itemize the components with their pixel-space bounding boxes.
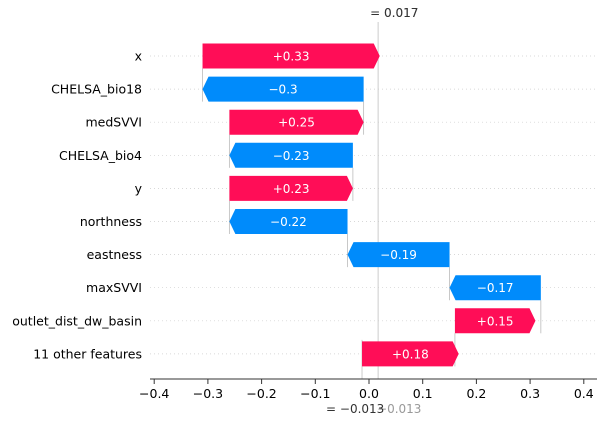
bar-y xyxy=(229,175,353,201)
x-tick-label: −0.2 xyxy=(246,386,276,401)
final-value-ghost-label: 0.017 xyxy=(384,6,418,20)
base-value-label: = −0.013 xyxy=(326,402,384,416)
feature-label: 11 other features xyxy=(33,346,142,361)
bar-x xyxy=(202,43,380,69)
feature-label: maxSVVI xyxy=(86,280,142,295)
x-tick-label: 0.4 xyxy=(574,386,594,401)
feature-label: x xyxy=(135,49,142,64)
bar-chelsa-bio4 xyxy=(229,142,353,168)
bar-medsvvi xyxy=(229,109,364,135)
bar-northness xyxy=(229,209,348,234)
feature-label: medSVVI xyxy=(85,115,142,130)
x-tick-label: 0.3 xyxy=(520,386,540,401)
bar-value-label: +0.33 xyxy=(273,50,310,64)
bar-value-label: −0.19 xyxy=(380,248,417,262)
bar-value-label: −0.23 xyxy=(273,149,310,163)
x-axis: −0.4 −0.3 −0.2 −0.1 0.0 0.1 0.2 0.3 0.4 xyxy=(139,378,597,401)
bar-value-label: −0.3 xyxy=(269,83,298,97)
bar-maxsvvi xyxy=(449,275,541,301)
bar-value-label: −0.22 xyxy=(270,215,307,229)
bar-outlet-dist-dw-basin xyxy=(454,308,536,334)
bar-chelsa-bio18 xyxy=(202,76,364,102)
feature-label: eastness xyxy=(87,247,142,262)
contribution-bars: +0.33 −0.3 +0.25 −0.23 +0.23 −0.22 −0.19 −0.17 +… xyxy=(202,43,541,367)
bar-value-label: −0.17 xyxy=(477,281,514,295)
x-tick-label: 0.1 xyxy=(413,386,433,401)
x-tick-label: 0.2 xyxy=(466,386,486,401)
x-tick-label: −0.1 xyxy=(300,386,330,401)
bar-value-label: +0.23 xyxy=(273,182,310,196)
bar-connectors xyxy=(202,68,542,367)
final-value-label: = 0.017 xyxy=(370,6,418,20)
x-tick-label: 0.0 xyxy=(359,386,379,401)
feature-label: outlet_dist_dw_basin xyxy=(12,313,142,328)
x-tick-label: −0.4 xyxy=(139,386,169,401)
bar-value-label: +0.15 xyxy=(477,314,514,328)
bar-eastness xyxy=(347,242,450,268)
feature-label: CHELSA_bio18 xyxy=(51,82,142,97)
bar-value-label: +0.25 xyxy=(278,116,315,130)
bar-11-other-features xyxy=(362,341,459,367)
feature-label: y xyxy=(135,181,143,196)
base-value-ghost-label: −0.013 xyxy=(377,402,421,416)
x-tick-label: −0.3 xyxy=(193,386,223,401)
feature-label: northness xyxy=(80,214,142,229)
bar-value-label: +0.18 xyxy=(392,347,429,361)
feature-label: CHELSA_bio4 xyxy=(59,148,142,163)
